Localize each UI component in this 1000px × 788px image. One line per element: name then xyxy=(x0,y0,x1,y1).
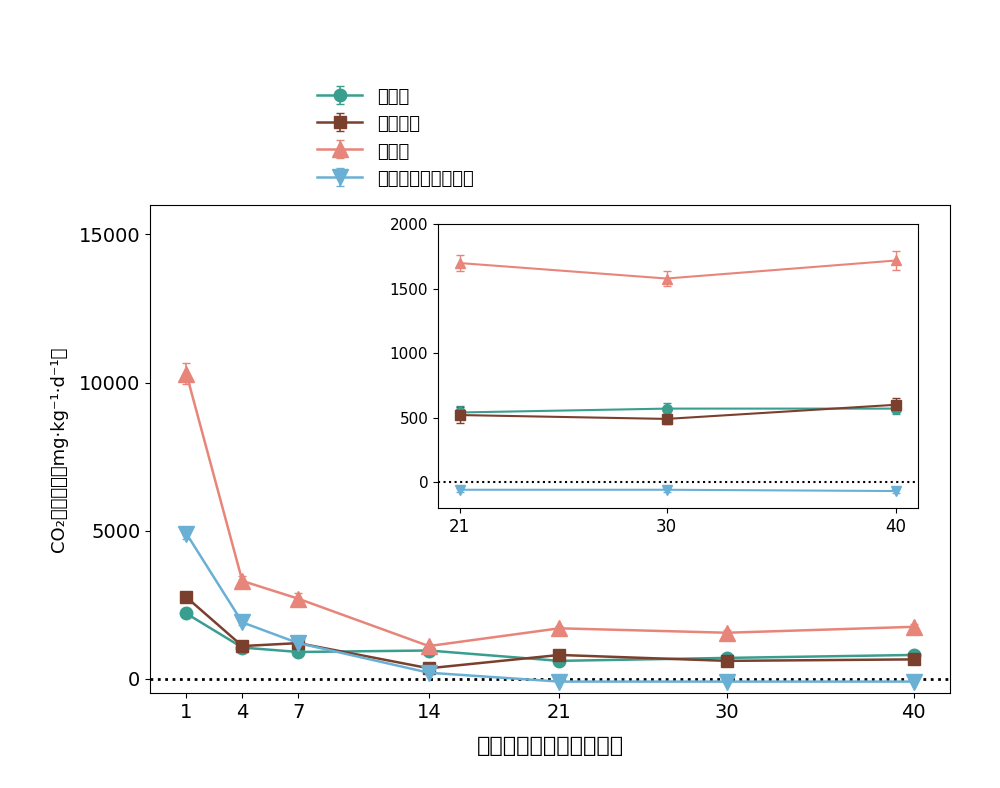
Y-axis label: CO₂排放速率（mg·kg⁻¹·d⁻¹）: CO₂排放速率（mg·kg⁻¹·d⁻¹） xyxy=(50,347,68,552)
X-axis label: 进行修复后的天数（天）: 进行修复后的天数（天） xyxy=(476,736,624,756)
Legend: 未添加, 生物质炭, 混合菌, 微生物改性生物质炭: 未添加, 生物质炭, 混合菌, 微生物改性生物质炭 xyxy=(310,80,481,195)
